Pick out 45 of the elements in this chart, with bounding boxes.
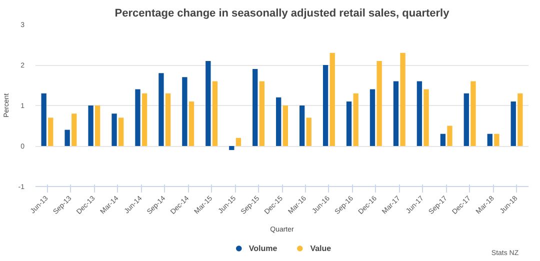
bar xyxy=(41,93,46,146)
bar xyxy=(158,73,164,146)
bar xyxy=(212,81,218,146)
bar xyxy=(440,134,446,146)
bar xyxy=(494,134,500,146)
bar xyxy=(370,89,376,146)
bar xyxy=(518,93,523,146)
bar xyxy=(306,118,312,146)
bar xyxy=(416,81,422,146)
bar xyxy=(400,52,406,146)
bar xyxy=(165,93,171,146)
bar xyxy=(322,65,328,146)
bar xyxy=(188,101,194,146)
bar xyxy=(470,81,476,146)
bar xyxy=(424,89,429,146)
bar xyxy=(299,106,305,146)
bar xyxy=(88,106,94,146)
bar xyxy=(48,118,54,146)
bar xyxy=(353,93,358,146)
bar xyxy=(259,81,265,146)
legend-label: Volume xyxy=(248,244,278,252)
chart-title: Percentage change in seasonally adjusted retail sales, quarterly xyxy=(114,8,450,20)
bar xyxy=(135,89,140,146)
bar xyxy=(282,106,288,146)
bar xyxy=(206,60,211,146)
bar xyxy=(510,101,516,146)
bar xyxy=(112,114,117,146)
bar xyxy=(487,134,492,146)
bar xyxy=(236,138,242,146)
bar xyxy=(376,60,382,146)
bar xyxy=(346,101,352,146)
bar xyxy=(64,130,70,146)
bar xyxy=(229,146,234,150)
bar xyxy=(142,93,148,146)
bar xyxy=(393,81,399,146)
bar xyxy=(252,69,258,146)
bar xyxy=(72,114,77,146)
bar xyxy=(95,106,100,146)
bar xyxy=(447,126,452,146)
bar xyxy=(276,97,282,146)
bar xyxy=(182,77,188,146)
bar xyxy=(464,93,469,146)
legend-label: Value xyxy=(310,244,332,252)
bar xyxy=(330,52,335,146)
bar xyxy=(118,118,124,146)
